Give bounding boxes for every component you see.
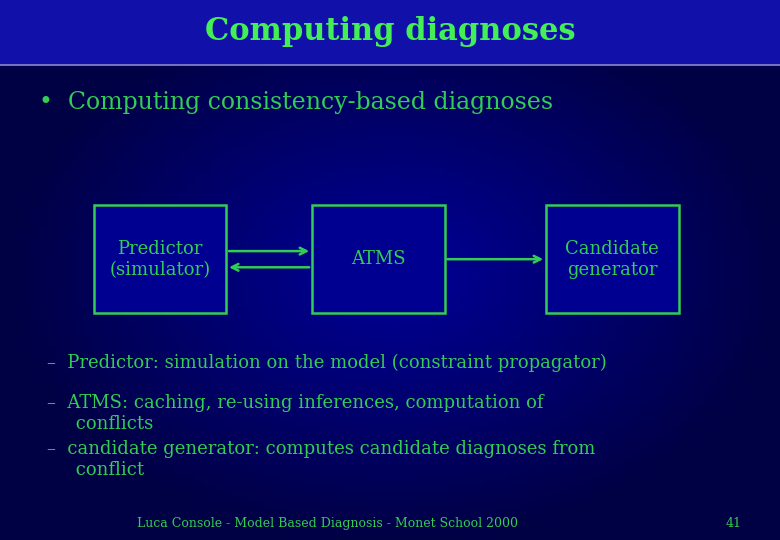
Text: –  ATMS: caching, re-using inferences, computation of
     conflicts: – ATMS: caching, re-using inferences, co… xyxy=(47,394,544,433)
Text: 41: 41 xyxy=(725,517,742,530)
FancyBboxPatch shape xyxy=(312,205,445,313)
Text: Computing diagnoses: Computing diagnoses xyxy=(204,16,576,47)
Text: –  Predictor: simulation on the model (constraint propagator): – Predictor: simulation on the model (co… xyxy=(47,354,607,372)
Text: Predictor
(simulator): Predictor (simulator) xyxy=(109,240,211,279)
Text: •  Computing consistency-based diagnoses: • Computing consistency-based diagnoses xyxy=(39,91,553,114)
Text: –  candidate generator: computes candidate diagnoses from
     conflict: – candidate generator: computes candidat… xyxy=(47,440,595,479)
FancyBboxPatch shape xyxy=(0,0,780,65)
Text: ATMS: ATMS xyxy=(351,250,406,268)
FancyBboxPatch shape xyxy=(94,205,226,313)
Text: Luca Console - Model Based Diagnosis - Monet School 2000: Luca Console - Model Based Diagnosis - M… xyxy=(137,517,518,530)
Text: Candidate
generator: Candidate generator xyxy=(566,240,659,279)
FancyBboxPatch shape xyxy=(546,205,679,313)
